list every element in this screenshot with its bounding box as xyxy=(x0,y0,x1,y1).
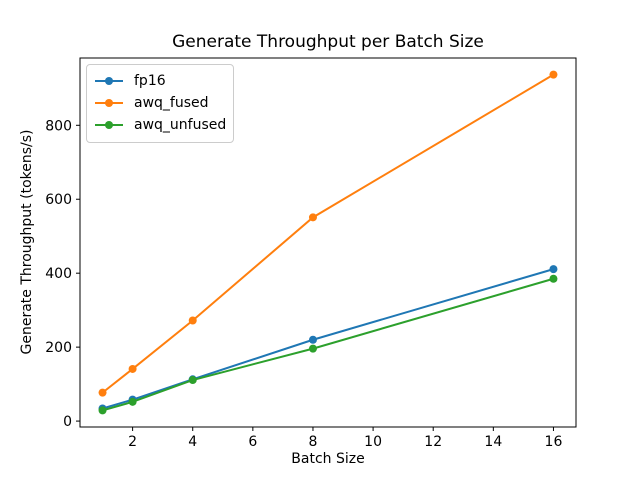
data-point-marker xyxy=(549,274,558,283)
data-point-marker xyxy=(308,335,317,344)
x-tick-label: 12 xyxy=(424,434,442,450)
legend-label: awq_unfused xyxy=(134,117,227,133)
data-point-marker xyxy=(98,388,107,397)
legend-item-fp16: fp16 xyxy=(94,70,224,92)
data-point-marker xyxy=(188,376,197,385)
legend-line-marker-icon xyxy=(95,99,123,107)
data-point-marker xyxy=(308,344,317,353)
data-point-marker xyxy=(128,364,137,373)
legend-line-marker-icon xyxy=(95,77,123,85)
data-point-marker xyxy=(98,406,107,415)
y-tick-label: 200 xyxy=(45,340,72,356)
legend-item-awq-unfused: awq_unfused xyxy=(94,114,227,136)
legend-item-awq-fused: awq_fused xyxy=(94,92,224,114)
y-tick-label: 400 xyxy=(45,266,72,282)
data-point-marker xyxy=(549,70,558,79)
legend-label: awq_fused xyxy=(134,95,209,111)
legend: fp16 awq_fused awq_unfused xyxy=(86,64,234,143)
x-tick-label: 10 xyxy=(364,434,382,450)
x-tick-label: 14 xyxy=(484,434,502,450)
axes-box xyxy=(79,57,577,428)
x-tick-label: 6 xyxy=(248,434,257,450)
y-tick-label: 800 xyxy=(45,118,72,134)
x-tick-label: 8 xyxy=(309,434,318,450)
y-tick-label: 0 xyxy=(63,414,72,430)
data-point-marker xyxy=(549,265,558,274)
x-tick-label: 2 xyxy=(128,434,137,450)
series-line-awq_unfused xyxy=(102,277,554,412)
y-tick-label: 600 xyxy=(45,192,72,208)
x-tick-label: 4 xyxy=(188,434,197,450)
y-axis-label: Generate Throughput (tokens/s) xyxy=(19,129,35,355)
x-axis-label: Batch Size xyxy=(291,451,365,467)
x-tick-label: 16 xyxy=(545,434,563,450)
data-point-marker xyxy=(128,397,137,406)
data-point-marker xyxy=(188,316,197,325)
data-point-marker xyxy=(308,213,317,222)
legend-label: fp16 xyxy=(134,73,166,89)
legend-line-marker-icon xyxy=(95,121,123,129)
chart-title: Generate Throughput per Batch Size xyxy=(172,32,484,52)
